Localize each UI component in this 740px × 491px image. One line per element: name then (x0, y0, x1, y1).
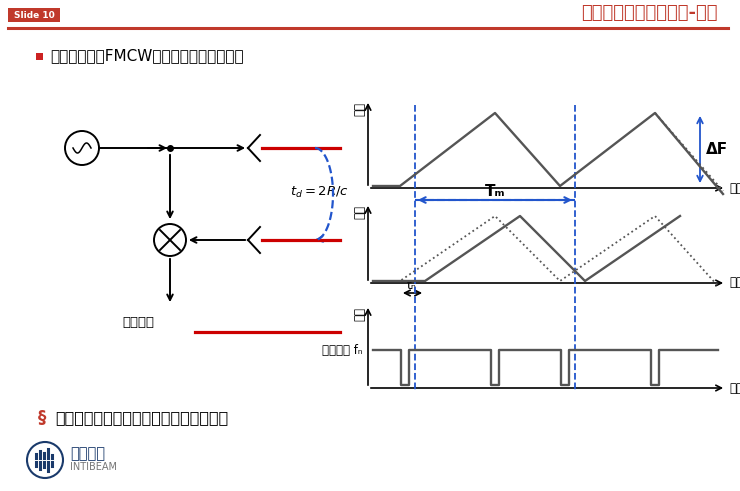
Text: $t_d=2R/c$: $t_d=2R/c$ (290, 185, 349, 199)
Text: 频率: 频率 (353, 102, 366, 116)
Text: 中频信号: 中频信号 (122, 316, 154, 328)
Bar (36, 53, 43, 60)
Text: 在此基础上衍生了很多更高级的调制方式: 在此基础上衍生了很多更高级的调制方式 (55, 410, 228, 426)
Text: 差拍频率 fₙ: 差拍频率 fₙ (323, 344, 363, 356)
Text: 时间: 时间 (729, 182, 740, 194)
Text: 时间: 时间 (729, 276, 740, 290)
Text: Tₘ: Tₘ (485, 184, 505, 199)
Text: ΔF: ΔF (706, 141, 728, 157)
Text: 智波科技: 智波科技 (70, 446, 105, 462)
Bar (8, 8, 60, 22)
Text: 频率: 频率 (353, 205, 366, 219)
Text: 频率: 频率 (353, 307, 366, 321)
Text: 最广泛应用的FMCW调制的毫米波雷达原理: 最广泛应用的FMCW调制的毫米波雷达原理 (50, 49, 243, 63)
Text: tₙ: tₙ (407, 279, 417, 292)
Text: Slide 10: Slide 10 (13, 10, 54, 20)
Text: 时间: 时间 (729, 382, 740, 394)
Text: §: § (38, 409, 47, 427)
Text: 毫米波雷达的基本原理-测距: 毫米波雷达的基本原理-测距 (582, 4, 718, 22)
Text: INTIBEAM: INTIBEAM (70, 462, 117, 472)
